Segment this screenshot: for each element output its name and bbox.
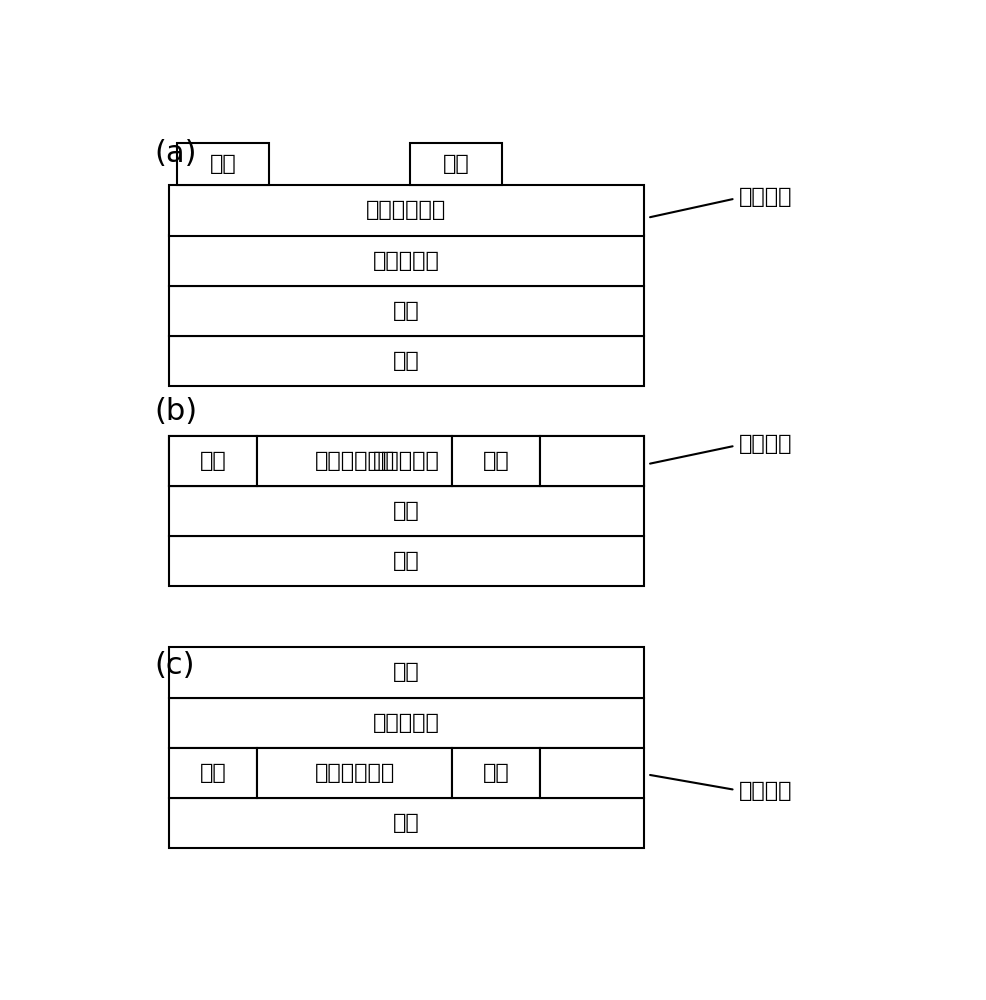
Text: 生长界面: 生长界面 [739, 434, 792, 454]
Text: 源极: 源极 [200, 763, 227, 783]
Text: (b): (b) [154, 397, 197, 426]
Text: 漏极: 漏极 [482, 451, 509, 471]
FancyBboxPatch shape [257, 748, 452, 798]
Text: 栅极绝缘层: 栅极绝缘层 [373, 713, 440, 733]
FancyBboxPatch shape [539, 748, 643, 798]
Text: 衬底: 衬底 [392, 813, 419, 833]
FancyBboxPatch shape [170, 536, 643, 586]
FancyBboxPatch shape [170, 235, 643, 286]
Text: 栅极: 栅极 [392, 501, 419, 521]
Text: (a): (a) [154, 139, 196, 168]
FancyBboxPatch shape [170, 748, 257, 798]
FancyBboxPatch shape [452, 436, 539, 486]
Text: 源极: 源极 [200, 451, 227, 471]
FancyBboxPatch shape [170, 486, 643, 536]
Text: (c): (c) [154, 651, 194, 680]
Text: 栅极: 栅极 [392, 301, 419, 321]
Text: 漏极: 漏极 [443, 154, 469, 174]
FancyBboxPatch shape [176, 143, 268, 185]
FancyBboxPatch shape [170, 185, 643, 235]
Text: 栅极: 栅极 [392, 662, 419, 682]
Text: 有机半导体层: 有机半导体层 [366, 200, 446, 220]
Text: 栅极绝缘层: 栅极绝缘层 [373, 251, 440, 271]
FancyBboxPatch shape [170, 436, 257, 486]
Text: 漏极: 漏极 [482, 763, 509, 783]
Text: 有机半导体层: 有机半导体层 [315, 763, 394, 783]
FancyBboxPatch shape [410, 143, 502, 185]
FancyBboxPatch shape [170, 436, 643, 486]
FancyBboxPatch shape [170, 647, 643, 698]
Text: 有机半导体层: 有机半导体层 [315, 451, 394, 471]
FancyBboxPatch shape [170, 798, 643, 848]
Text: 生长界面: 生长界面 [739, 781, 792, 801]
Text: 生长界面: 生长界面 [739, 187, 792, 207]
Text: 栅极绝缘层: 栅极绝缘层 [373, 451, 440, 471]
FancyBboxPatch shape [539, 436, 643, 486]
FancyBboxPatch shape [170, 698, 643, 748]
Text: 衬底: 衬底 [392, 351, 419, 371]
FancyBboxPatch shape [170, 286, 643, 336]
FancyBboxPatch shape [452, 748, 539, 798]
FancyBboxPatch shape [170, 336, 643, 386]
Text: 衬底: 衬底 [392, 551, 419, 571]
FancyBboxPatch shape [257, 436, 452, 486]
Text: 源极: 源极 [209, 154, 236, 174]
